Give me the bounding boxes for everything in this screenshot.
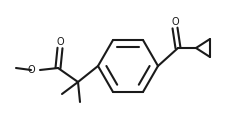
Text: O: O	[27, 65, 35, 75]
Text: O: O	[56, 37, 64, 47]
Text: O: O	[171, 17, 179, 27]
